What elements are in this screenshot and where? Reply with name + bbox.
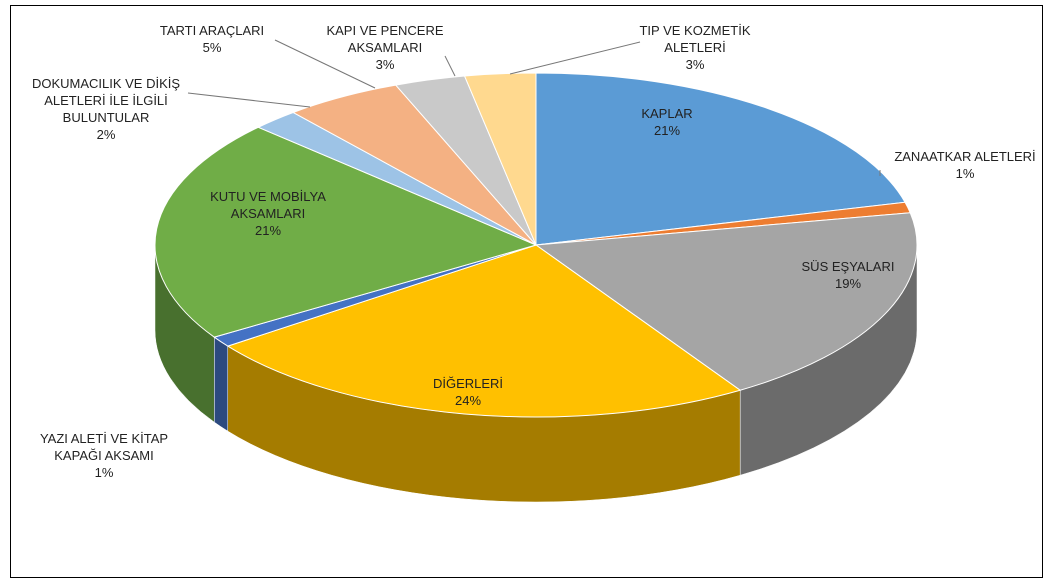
slice-label: KAPLAR 21% xyxy=(607,105,727,139)
slice xyxy=(463,72,537,246)
value-label: 3% xyxy=(685,57,705,72)
category-label: KUTU VE MOBİLYA AKSAMLARI xyxy=(210,189,326,221)
category-label: KAPI VE PENCERE AKSAMLARI xyxy=(326,23,444,55)
slice-label: KUTU VE MOBİLYA AKSAMLARI 21% xyxy=(193,188,343,239)
slice-label: ZANAATKAR ALETLERİ 1% xyxy=(870,148,1056,182)
slice-label: DOKUMACILIK VE DİKİŞ ALETLERİ İLE İLGİLİ… xyxy=(6,75,206,143)
slice xyxy=(154,126,538,338)
leader-line xyxy=(274,39,376,89)
category-label: TARTI ARAÇLARI xyxy=(159,23,265,38)
slice-label: DİĞERLERİ 24% xyxy=(408,375,528,409)
slice-label: YAZI ALETİ VE KİTAP KAPAĞI AKSAMI 1% xyxy=(19,430,189,481)
leader-line xyxy=(444,55,456,77)
value-label: 3% xyxy=(375,57,395,72)
value-label: 1% xyxy=(94,465,114,480)
slice-label: SÜS EŞYALARI 19% xyxy=(788,258,908,292)
category-label: ZANAATKAR ALETLERİ xyxy=(894,149,1036,164)
value-label: 1% xyxy=(955,166,975,181)
category-label: YAZI ALETİ VE KİTAP KAPAĞI AKSAMI xyxy=(39,431,169,463)
category-label: SÜS EŞYALARI xyxy=(801,259,895,274)
slice-label: TIP VE KOZMETİK ALETLERİ 3% xyxy=(615,22,775,73)
chart-frame xyxy=(10,5,1043,578)
value-label: 21% xyxy=(254,223,282,238)
slice xyxy=(534,212,918,391)
slice xyxy=(535,72,906,246)
value-label: 2% xyxy=(96,127,116,142)
slice-label: KAPI VE PENCERE AKSAMLARI 3% xyxy=(315,22,455,73)
slice-label: TARTI ARAÇLARI 5% xyxy=(147,22,277,56)
category-label: KAPLAR xyxy=(641,106,693,121)
leader-line xyxy=(509,41,641,75)
category-label: DİĞERLERİ xyxy=(432,376,504,391)
slice xyxy=(226,244,742,418)
leader-line xyxy=(187,92,311,108)
value-label: 24% xyxy=(454,393,482,408)
category-label: DOKUMACILIK VE DİKİŞ ALETLERİ İLE İLGİLİ… xyxy=(31,76,181,125)
value-label: 21% xyxy=(653,123,681,138)
category-label: TIP VE KOZMETİK ALETLERİ xyxy=(639,23,751,55)
value-label: 5% xyxy=(202,40,222,55)
value-label: 19% xyxy=(834,276,862,291)
slice-side xyxy=(214,336,229,432)
